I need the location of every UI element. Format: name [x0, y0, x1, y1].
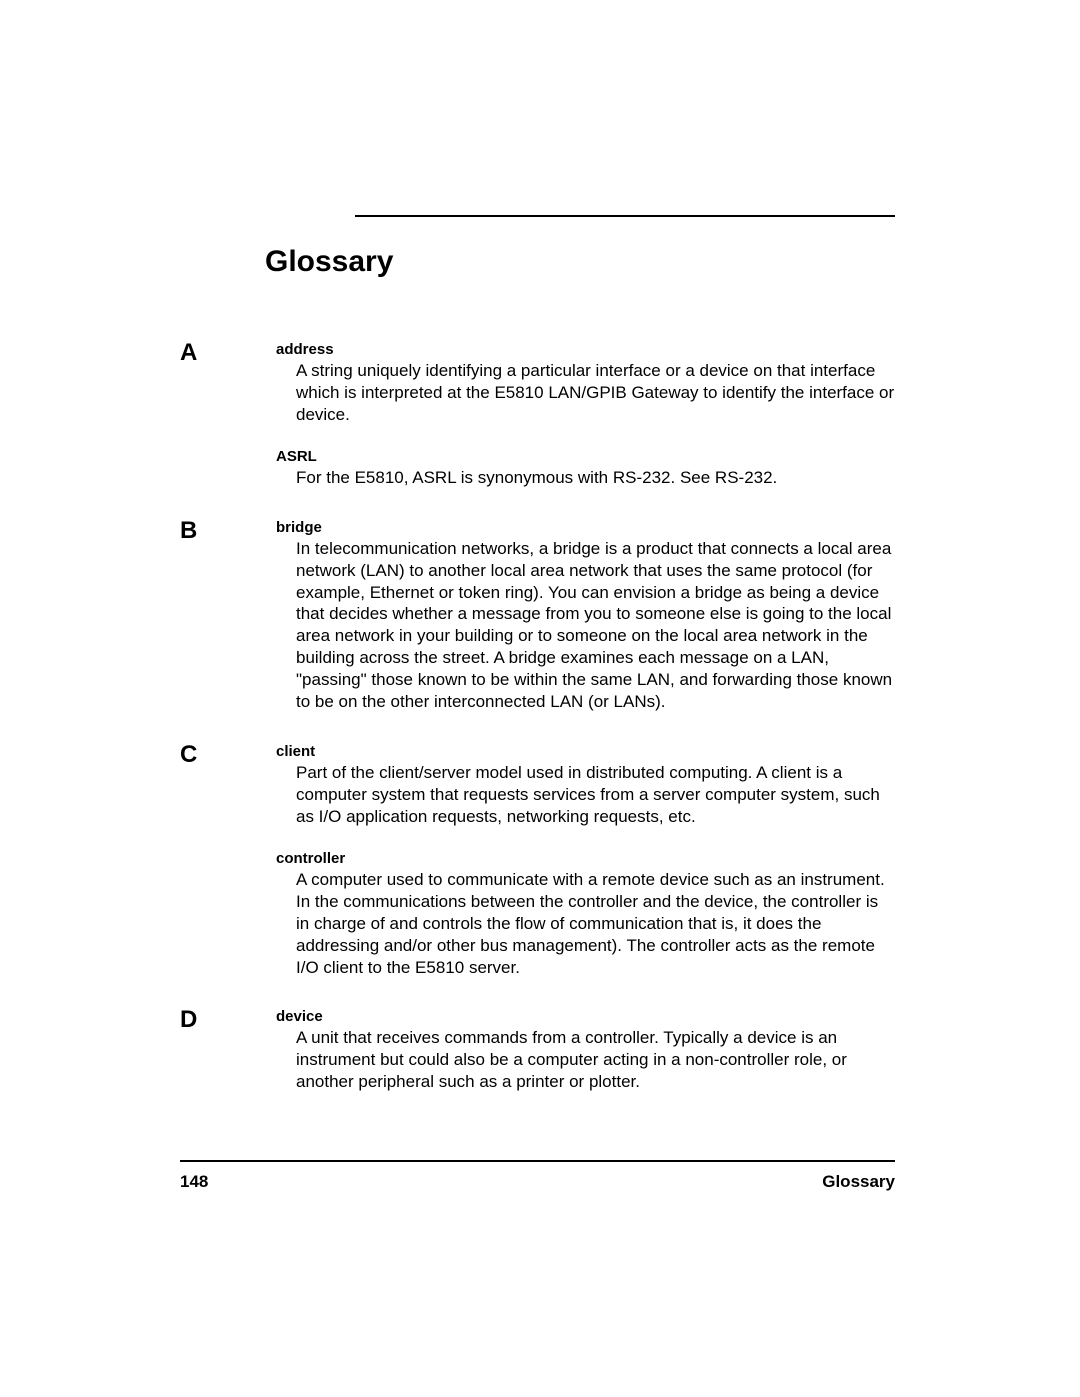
glossary-entry: ASRL For the E5810, ASRL is synonymous wi… [276, 448, 895, 489]
glossary-section: Bbridge In telecommunication networks, a … [180, 519, 895, 713]
glossary-entry: device A unit that receives commands from… [276, 1008, 895, 1093]
section-entries: device A unit that receives commands from… [276, 1008, 895, 1093]
section-letter: D [180, 1008, 276, 1093]
glossary-definition: A string uniquely identifying a particul… [276, 360, 895, 426]
glossary-section: Aaddress A string uniquely identifying a … [180, 341, 895, 489]
footer-row: 148 Glossary [180, 1172, 895, 1192]
glossary-entry: bridge In telecommunication networks, a b… [276, 519, 895, 713]
section-entries: bridge In telecommunication networks, a b… [276, 519, 895, 713]
glossary-section: Cclient Part of the client/server model u… [180, 743, 895, 978]
glossary-entry: controller A computer used to communicate… [276, 850, 895, 979]
glossary-term: device [276, 1008, 895, 1025]
footer-label: Glossary [822, 1172, 895, 1192]
glossary-sections: Aaddress A string uniquely identifying a … [180, 341, 895, 1093]
section-entries: address A string uniquely identifying a p… [276, 341, 895, 489]
section-letter: C [180, 743, 276, 978]
glossary-term: ASRL [276, 448, 895, 465]
section-entries: client Part of the client/server model us… [276, 743, 895, 978]
glossary-definition: For the E5810, ASRL is synonymous with R… [276, 467, 895, 489]
glossary-term: bridge [276, 519, 895, 536]
glossary-definition: In telecommunication networks, a bridge … [276, 538, 895, 713]
section-letter: B [180, 519, 276, 713]
glossary-definition: Part of the client/server model used in … [276, 762, 895, 828]
page-footer: 148 Glossary [180, 1160, 895, 1192]
page-title: Glossary [265, 245, 895, 279]
bottom-rule [180, 1160, 895, 1162]
glossary-entry: address A string uniquely identifying a p… [276, 341, 895, 426]
glossary-entry: client Part of the client/server model us… [276, 743, 895, 828]
glossary-definition: A computer used to communicate with a re… [276, 869, 895, 979]
top-rule [355, 215, 895, 217]
glossary-term: controller [276, 850, 895, 867]
glossary-definition: A unit that receives commands from a con… [276, 1027, 895, 1093]
page-content: Glossary Aaddress A string uniquely ident… [180, 215, 895, 1182]
glossary-term: address [276, 341, 895, 358]
glossary-section: Ddevice A unit that receives commands fro… [180, 1008, 895, 1093]
section-letter: A [180, 341, 276, 489]
page-number: 148 [180, 1172, 208, 1192]
glossary-term: client [276, 743, 895, 760]
